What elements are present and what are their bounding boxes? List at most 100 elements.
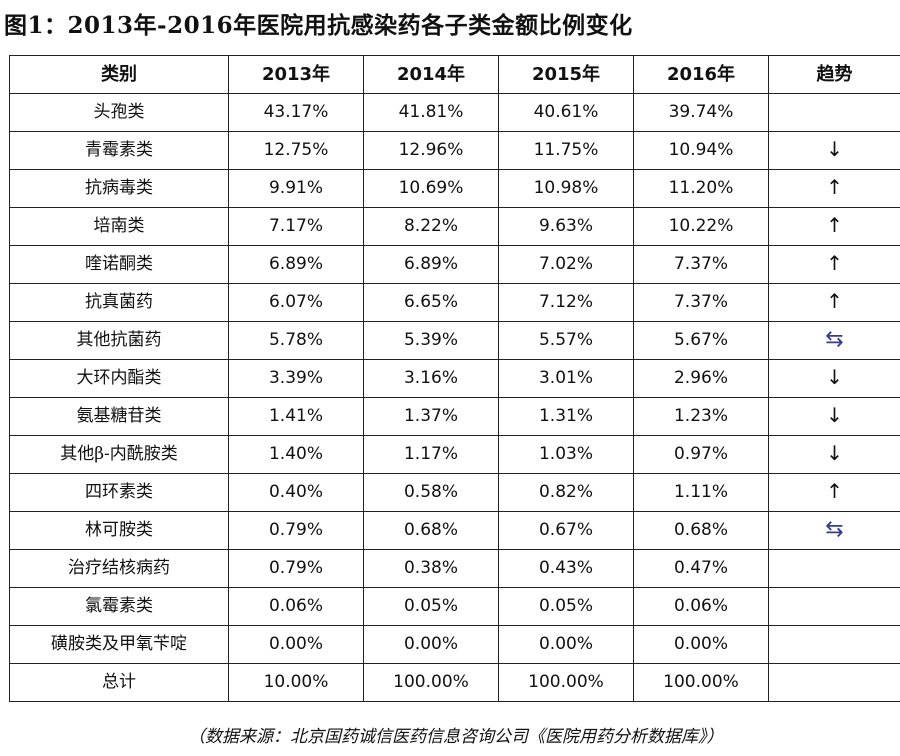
value-cell: 1.03% bbox=[498, 435, 634, 474]
value-cell: 10.69% bbox=[363, 169, 499, 208]
header-2013: 2013年 bbox=[228, 55, 364, 94]
table-row: 四环素类 0.40% 0.58% 0.82% 1.11% ↑ bbox=[9, 473, 900, 512]
value-cell: 5.78% bbox=[228, 321, 364, 360]
table-row: 林可胺类 0.79% 0.68% 0.67% 0.68% ⇆ bbox=[9, 511, 900, 550]
table-row: 头孢类 43.17% 41.81% 40.61% 39.74% bbox=[9, 93, 900, 132]
trend-cell: ↓ bbox=[768, 131, 900, 170]
header-2014: 2014年 bbox=[363, 55, 499, 94]
trend-cell: ↓ bbox=[768, 397, 900, 436]
value-cell: 12.75% bbox=[228, 131, 364, 170]
trend-up-icon: ↑ bbox=[826, 251, 843, 275]
header-2015: 2015年 bbox=[498, 55, 634, 94]
value-cell: 1.40% bbox=[228, 435, 364, 474]
trend-cell: ⇆ bbox=[768, 321, 900, 360]
value-cell: 7.12% bbox=[498, 283, 634, 322]
value-cell: 3.16% bbox=[363, 359, 499, 398]
category-cell: 抗病毒类 bbox=[9, 169, 229, 208]
value-cell: 1.31% bbox=[498, 397, 634, 436]
value-cell: 7.02% bbox=[498, 245, 634, 284]
value-cell: 7.37% bbox=[633, 245, 769, 284]
value-cell: 6.07% bbox=[228, 283, 364, 322]
table-row: 氨基糖苷类 1.41% 1.37% 1.31% 1.23% ↓ bbox=[9, 397, 900, 436]
table-body: 头孢类 43.17% 41.81% 40.61% 39.74% 青霉素类 12.75% 12.… bbox=[9, 93, 900, 702]
value-cell: 2.96% bbox=[633, 359, 769, 398]
value-cell: 1.41% bbox=[228, 397, 364, 436]
category-cell: 治疗结核病药 bbox=[9, 549, 229, 588]
value-cell: 0.00% bbox=[498, 625, 634, 664]
value-cell: 0.43% bbox=[498, 549, 634, 588]
table-row: 喹诺酮类 6.89% 6.89% 7.02% 7.37% ↑ bbox=[9, 245, 900, 284]
trend-cell bbox=[768, 625, 900, 664]
value-cell: 10.98% bbox=[498, 169, 634, 208]
header-trend: 趋势 bbox=[768, 55, 900, 94]
trend-cell: ↑ bbox=[768, 169, 900, 208]
trend-down-icon: ↓ bbox=[826, 137, 843, 161]
trend-down-icon: ↓ bbox=[826, 403, 843, 427]
table-row: 抗病毒类 9.91% 10.69% 10.98% 11.20% ↑ bbox=[9, 169, 900, 208]
category-cell: 其他β-内酰胺类 bbox=[9, 435, 229, 474]
category-cell: 磺胺类及甲氧苄啶 bbox=[9, 625, 229, 664]
value-cell: 7.37% bbox=[633, 283, 769, 322]
trend-up-icon: ↑ bbox=[826, 213, 843, 237]
table-row: 其他抗菌药 5.78% 5.39% 5.57% 5.67% ⇆ bbox=[9, 321, 900, 360]
trend-cell bbox=[768, 587, 900, 626]
trend-up-icon: ↑ bbox=[826, 479, 843, 503]
value-cell: 0.06% bbox=[228, 587, 364, 626]
trend-cell: ↑ bbox=[768, 473, 900, 512]
value-cell: 40.61% bbox=[498, 93, 634, 132]
table-row: 大环内酯类 3.39% 3.16% 3.01% 2.96% ↓ bbox=[9, 359, 900, 398]
value-cell: 0.40% bbox=[228, 473, 364, 512]
category-cell: 头孢类 bbox=[9, 93, 229, 132]
value-cell: 1.37% bbox=[363, 397, 499, 436]
category-cell: 总计 bbox=[9, 663, 229, 702]
value-cell: 5.67% bbox=[633, 321, 769, 360]
value-cell: 10.00% bbox=[228, 663, 364, 702]
category-cell: 喹诺酮类 bbox=[9, 245, 229, 284]
value-cell: 1.23% bbox=[633, 397, 769, 436]
category-cell: 氯霉素类 bbox=[9, 587, 229, 626]
trend-cell: ↑ bbox=[768, 207, 900, 246]
table-row: 培南类 7.17% 8.22% 9.63% 10.22% ↑ bbox=[9, 207, 900, 246]
data-table: 类别 2013年 2014年 2015年 2016年 趋势 头孢类 43.17% 4… bbox=[9, 55, 900, 702]
value-cell: 9.63% bbox=[498, 207, 634, 246]
value-cell: 6.89% bbox=[363, 245, 499, 284]
value-cell: 6.65% bbox=[363, 283, 499, 322]
category-cell: 培南类 bbox=[9, 207, 229, 246]
value-cell: 0.47% bbox=[633, 549, 769, 588]
value-cell: 100.00% bbox=[363, 663, 499, 702]
trend-down-icon: ↓ bbox=[826, 365, 843, 389]
value-cell: 0.05% bbox=[363, 587, 499, 626]
trend-cell bbox=[768, 93, 900, 132]
value-cell: 0.58% bbox=[363, 473, 499, 512]
value-cell: 0.06% bbox=[633, 587, 769, 626]
value-cell: 10.94% bbox=[633, 131, 769, 170]
trend-up-icon: ↑ bbox=[826, 289, 843, 313]
trend-fluctuate-icon: ⇆ bbox=[825, 327, 844, 352]
table-row: 其他β-内酰胺类 1.40% 1.17% 1.03% 0.97% ↓ bbox=[9, 435, 900, 474]
value-cell: 11.75% bbox=[498, 131, 634, 170]
value-cell: 12.96% bbox=[363, 131, 499, 170]
value-cell: 41.81% bbox=[363, 93, 499, 132]
header-row: 类别 2013年 2014年 2015年 2016年 趋势 bbox=[9, 55, 900, 94]
trend-cell: ↑ bbox=[768, 245, 900, 284]
value-cell: 0.00% bbox=[633, 625, 769, 664]
table-row: 磺胺类及甲氧苄啶 0.00% 0.00% 0.00% 0.00% bbox=[9, 625, 900, 664]
trend-cell: ↓ bbox=[768, 359, 900, 398]
value-cell: 0.79% bbox=[228, 549, 364, 588]
value-cell: 11.20% bbox=[633, 169, 769, 208]
value-cell: 43.17% bbox=[228, 93, 364, 132]
value-cell: 0.79% bbox=[228, 511, 364, 550]
value-cell: 3.01% bbox=[498, 359, 634, 398]
trend-cell: ↑ bbox=[768, 283, 900, 322]
category-cell: 四环素类 bbox=[9, 473, 229, 512]
value-cell: 8.22% bbox=[363, 207, 499, 246]
value-cell: 0.05% bbox=[498, 587, 634, 626]
value-cell: 1.11% bbox=[633, 473, 769, 512]
trend-cell bbox=[768, 663, 900, 702]
value-cell: 5.57% bbox=[498, 321, 634, 360]
value-cell: 1.17% bbox=[363, 435, 499, 474]
trend-cell: ⇆ bbox=[768, 511, 900, 550]
category-cell: 林可胺类 bbox=[9, 511, 229, 550]
value-cell: 39.74% bbox=[633, 93, 769, 132]
value-cell: 0.67% bbox=[498, 511, 634, 550]
